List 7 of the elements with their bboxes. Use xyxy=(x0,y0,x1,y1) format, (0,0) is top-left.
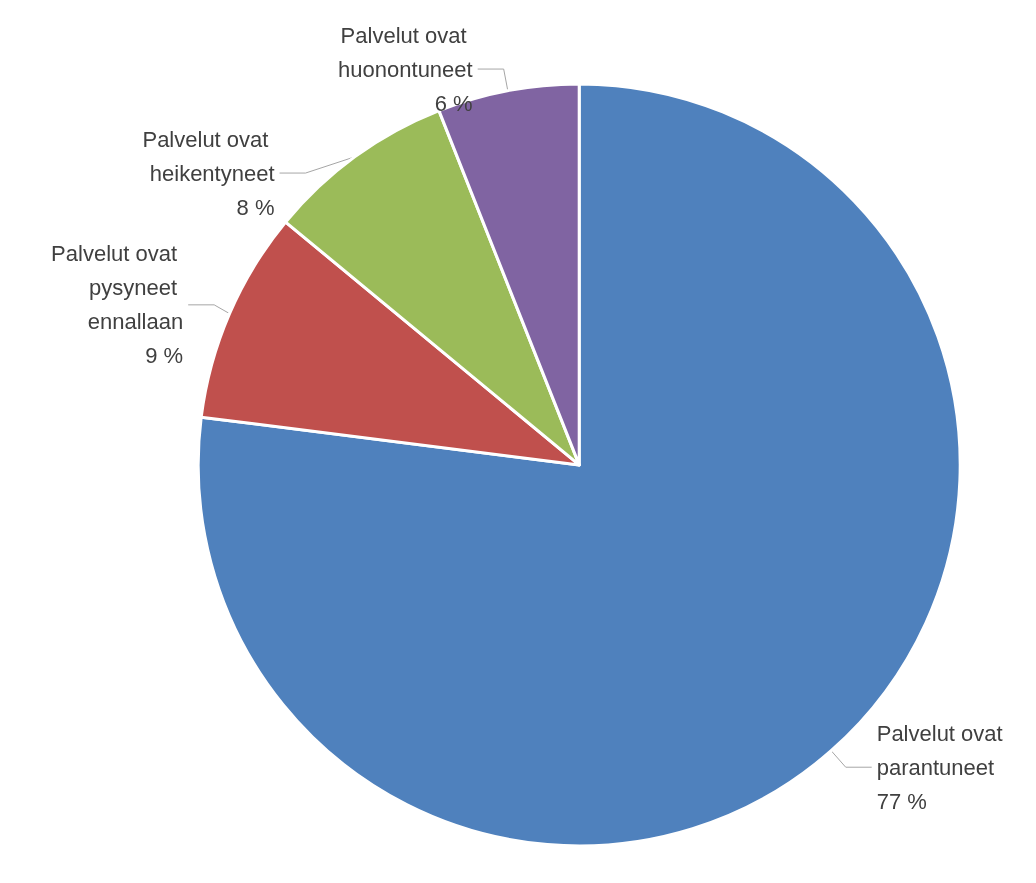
data-label: 8 % xyxy=(236,194,275,220)
slice-label: Palvelut ovat parantuneet xyxy=(876,720,1009,780)
data-label: 9 % xyxy=(145,343,184,369)
slice-label: Palvelut ovat pysyneet ennallaan xyxy=(51,241,184,335)
data-label: 77 % xyxy=(876,788,927,814)
slice-label: Palvelut ovat huonontuneet xyxy=(338,22,473,82)
slice-label: Palvelut ovat heikentyneet xyxy=(142,126,275,186)
